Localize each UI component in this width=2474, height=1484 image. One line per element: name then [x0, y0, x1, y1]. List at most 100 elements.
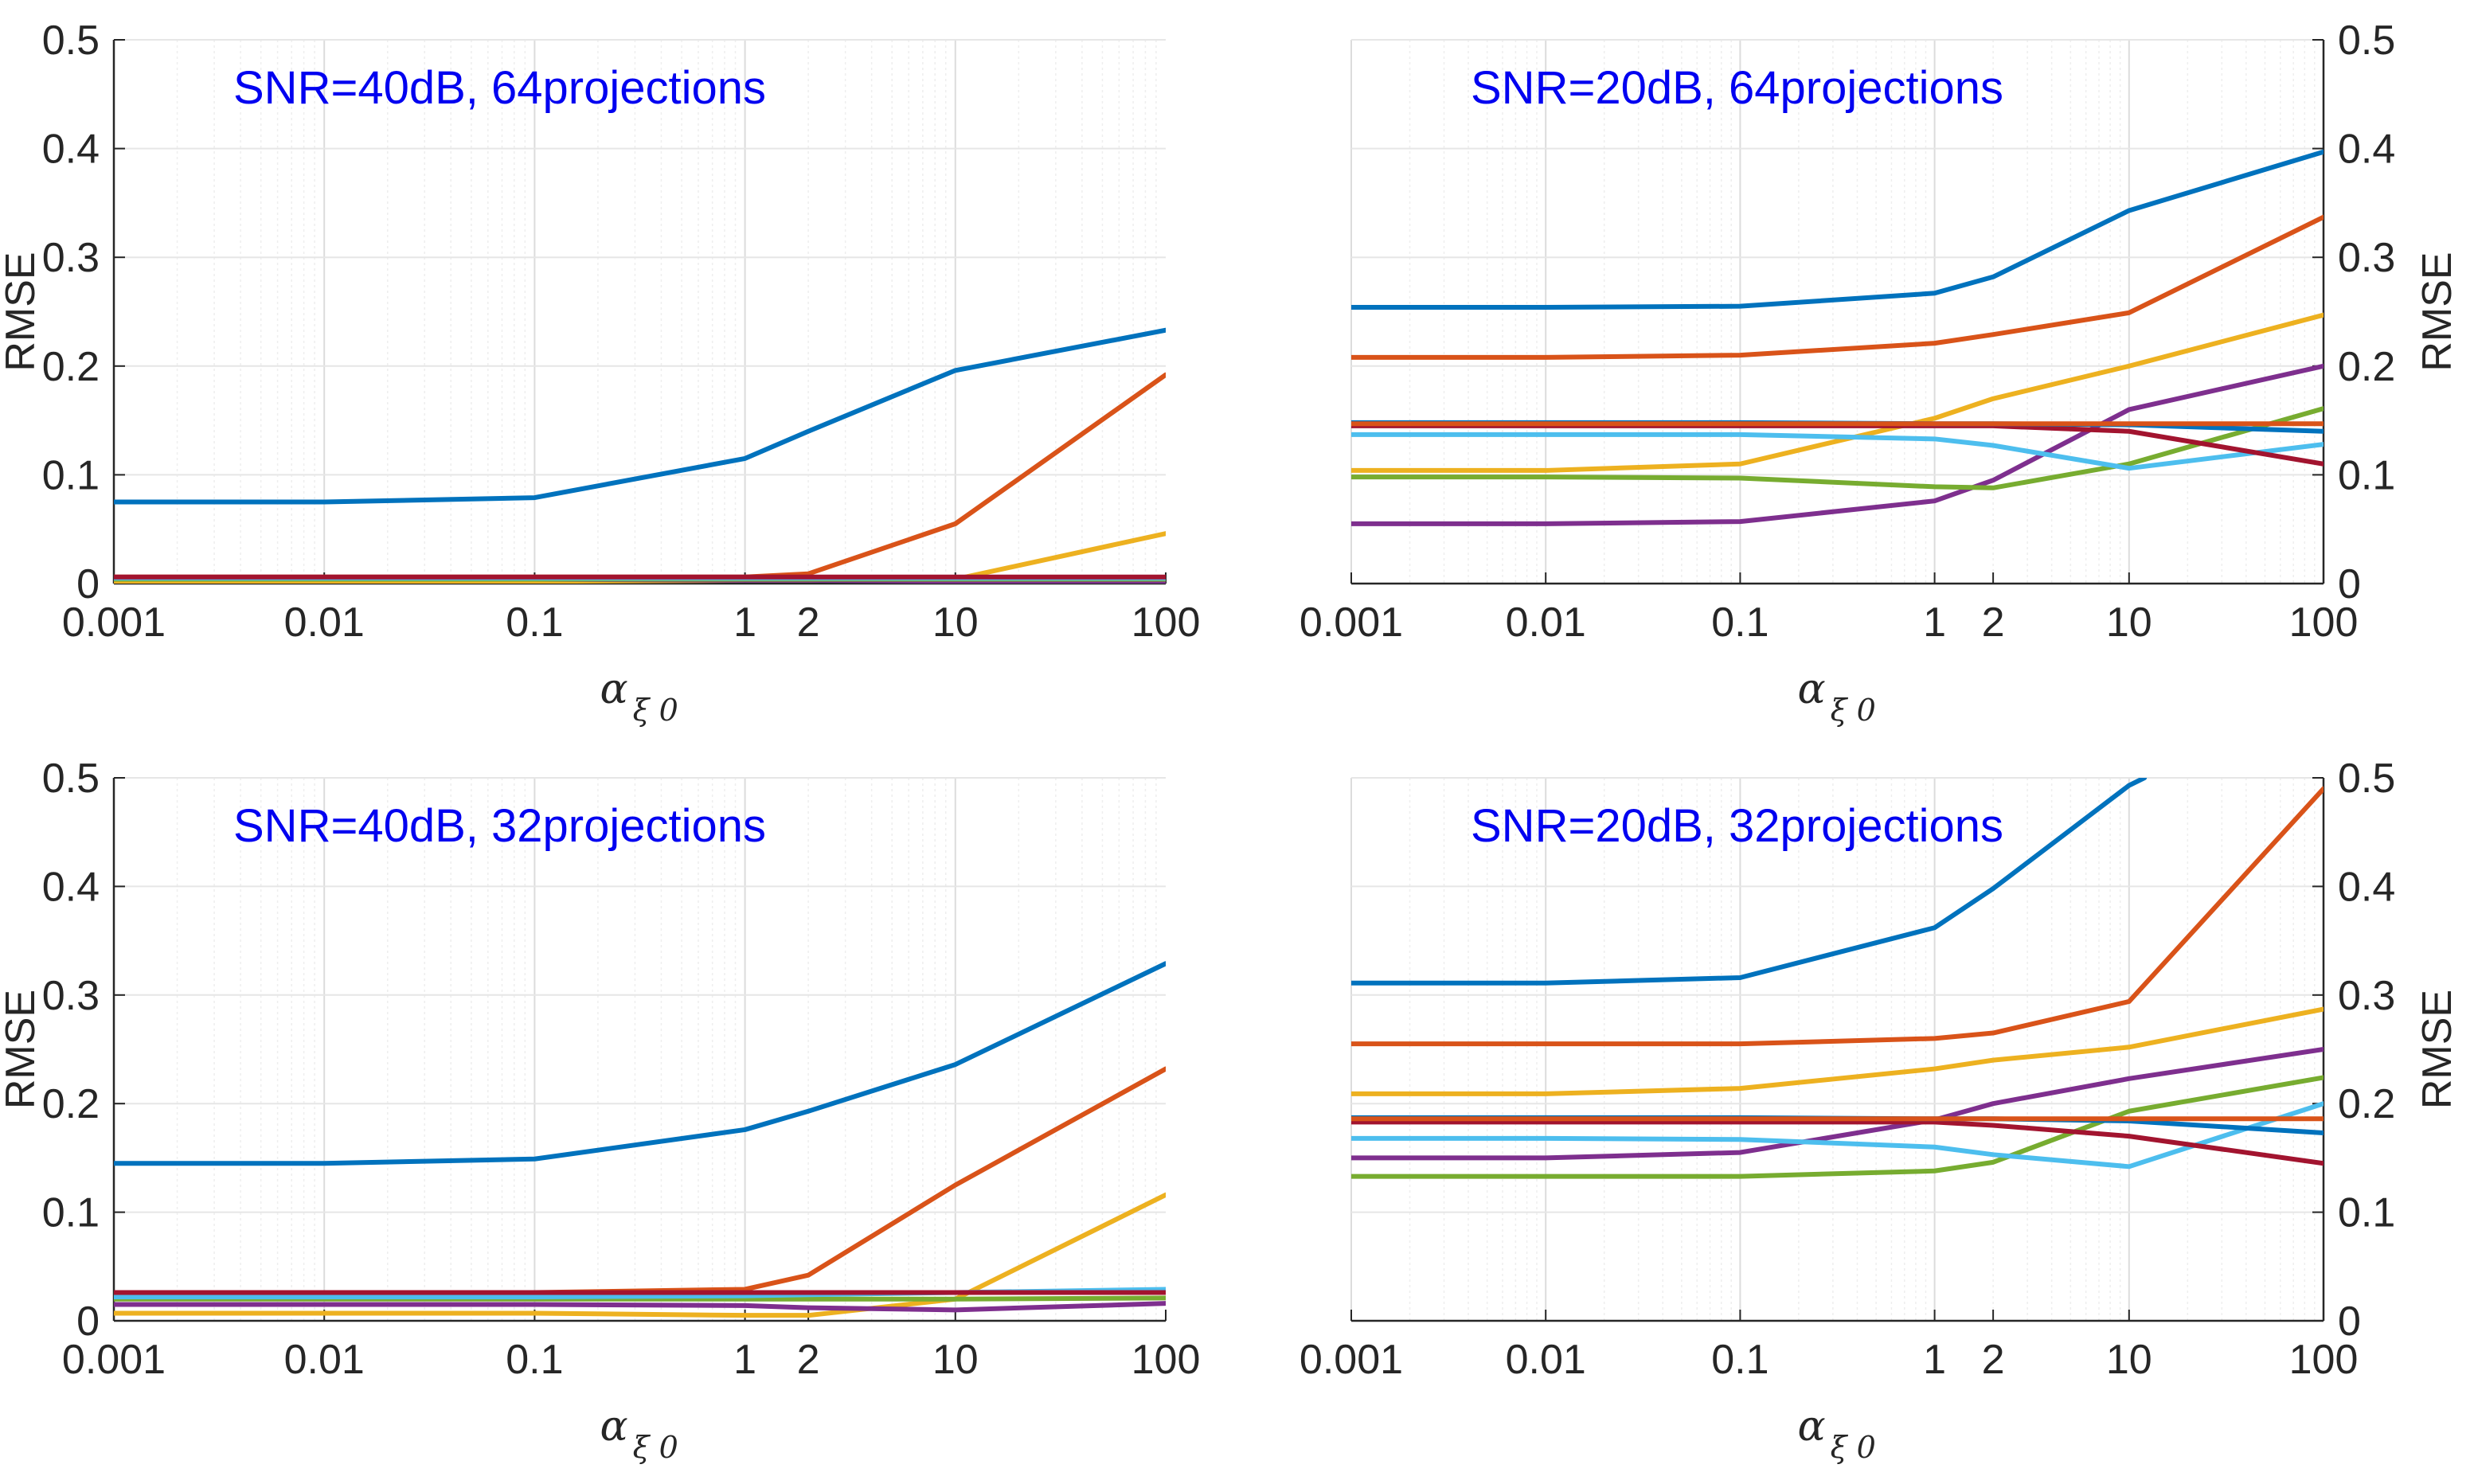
y-tick-label: 0.5	[2338, 18, 2395, 64]
x-tick-label: 0.001	[62, 599, 166, 646]
panel-1: 0.001 0.01 0.1 1 2 10 100 0 0.1 0.2 0.3 0.4 0.5 RMSE α…	[0, 18, 1200, 728]
y-tick-label: 0.1	[42, 452, 100, 498]
x-tick-label: 1	[733, 599, 756, 646]
y-tick-label: 0.4	[42, 864, 100, 910]
x-tick-label: 2	[797, 599, 820, 646]
x-axis-label-subscript: ξ 0	[1831, 1430, 1876, 1465]
series-group	[114, 961, 1166, 1318]
x-tick-label: 0.1	[506, 599, 563, 646]
x-tick-label: 1	[1923, 599, 1946, 646]
y-tick-label: 0.2	[2338, 344, 2395, 390]
series-line-2	[114, 1066, 1166, 1295]
y-tick-label: 0.5	[2338, 756, 2395, 802]
x-axis-label-main: α	[1798, 666, 1826, 713]
y-tick-label: 0	[2338, 561, 2361, 607]
series-group	[1351, 149, 2324, 526]
series-line-6	[1351, 1101, 2324, 1170]
y-tick-label: 0.2	[42, 1081, 100, 1127]
y-tick-label: 0.3	[42, 973, 100, 1019]
x-tick-label: 0.01	[1506, 1337, 1586, 1383]
x-axis-label-subscript: ξ 0	[633, 1430, 678, 1465]
panel-3: 0.001 0.01 0.1 1 2 10 100 0 0.1 0.2 0.3 0.4 0.5 RMSE α…	[0, 756, 1200, 1465]
series-group	[114, 327, 1166, 584]
x-tick-label: 100	[2289, 1337, 2359, 1383]
y-tick-label: 0	[76, 561, 100, 607]
panel-annotation: SNR=20dB, 32projections	[1471, 800, 2003, 852]
x-tick-label: 0.1	[1711, 599, 1769, 646]
series-line-4	[114, 1301, 1166, 1313]
grid	[1350, 777, 2324, 1322]
series-line-3	[1351, 1006, 2324, 1096]
y-tick-label: 0	[2338, 1298, 2361, 1345]
grid	[113, 39, 1166, 584]
x-tick-label: 1	[733, 1337, 756, 1383]
y-axis-label: RMSE	[0, 990, 44, 1109]
x-tick-label: 10	[2106, 1337, 2152, 1383]
grid	[113, 777, 1166, 1322]
series-line-4	[1351, 363, 2324, 526]
y-tick-label: 0.3	[42, 235, 100, 281]
y-axis-label: RMSE	[0, 252, 44, 371]
x-tick-label: 100	[2289, 599, 2359, 646]
x-tick-label: 10	[932, 1337, 979, 1383]
y-tick-label: 0.4	[2338, 864, 2395, 910]
y-tick-label: 0.4	[2338, 127, 2395, 173]
series-group	[1351, 778, 2324, 1179]
y-tick-label: 0	[76, 1298, 100, 1345]
x-tick-label: 0.01	[1506, 599, 1586, 646]
panel-annotation: SNR=20dB, 64projections	[1471, 62, 2003, 114]
series-line-2	[1351, 786, 2324, 1047]
x-axis-label-main: α	[1798, 1403, 1826, 1451]
series-line-2	[1351, 214, 2324, 360]
x-axis-label-subscript: ξ 0	[1831, 693, 1876, 728]
x-tick-label: 2	[1982, 599, 2005, 646]
x-axis-label-subscript: ξ 0	[633, 693, 678, 728]
x-tick-label: 1	[1923, 1337, 1946, 1383]
series-line-1	[1351, 149, 2324, 310]
x-axis-label-main: α	[600, 1403, 628, 1451]
x-tick-label: 2	[797, 1337, 820, 1383]
series-line-1	[1351, 778, 2148, 986]
x-tick-label: 0.001	[1300, 1337, 1403, 1383]
series-line-3	[114, 531, 1166, 584]
y-tick-label: 0.4	[42, 127, 100, 173]
y-tick-label: 0.1	[42, 1190, 100, 1236]
y-tick-label: 0.3	[2338, 235, 2395, 281]
x-tick-label: 10	[932, 599, 979, 646]
x-tick-label: 0.1	[1711, 1337, 1769, 1383]
x-tick-label: 0.1	[506, 1337, 563, 1383]
grid	[1350, 39, 2324, 584]
y-axis-label: RMSE	[2414, 990, 2460, 1109]
series-line-7	[1351, 423, 2324, 467]
x-tick-label: 100	[1131, 599, 1201, 646]
y-tick-label: 0.5	[42, 18, 100, 64]
x-tick-label: 100	[1131, 1337, 1201, 1383]
y-tick-label: 0.1	[2338, 452, 2395, 498]
panel-annotation: SNR=40dB, 64projections	[233, 62, 766, 114]
x-tick-label: 2	[1982, 1337, 2005, 1383]
x-tick-label: 10	[2106, 599, 2152, 646]
y-tick-label: 0.3	[2338, 973, 2395, 1019]
y-tick-label: 0.5	[42, 756, 100, 802]
series-line-5	[1351, 1075, 2324, 1179]
x-tick-label: 0.001	[1300, 599, 1403, 646]
y-tick-label: 0.2	[2338, 1081, 2395, 1127]
y-tick-label: 0.1	[2338, 1190, 2395, 1236]
x-tick-label: 0.01	[284, 1337, 365, 1383]
x-axis-label-main: α	[600, 666, 628, 713]
series-line-3	[1351, 312, 2324, 473]
series-line-5	[1351, 406, 2324, 490]
series-line-1	[114, 961, 1166, 1166]
y-axis-label: RMSE	[2414, 252, 2460, 371]
series-line-6	[1351, 432, 2324, 471]
x-tick-label: 0.01	[284, 599, 365, 646]
panel-annotation: SNR=40dB, 32projections	[233, 800, 766, 852]
y-tick-label: 0.2	[42, 344, 100, 390]
series-line-1	[114, 327, 1166, 505]
